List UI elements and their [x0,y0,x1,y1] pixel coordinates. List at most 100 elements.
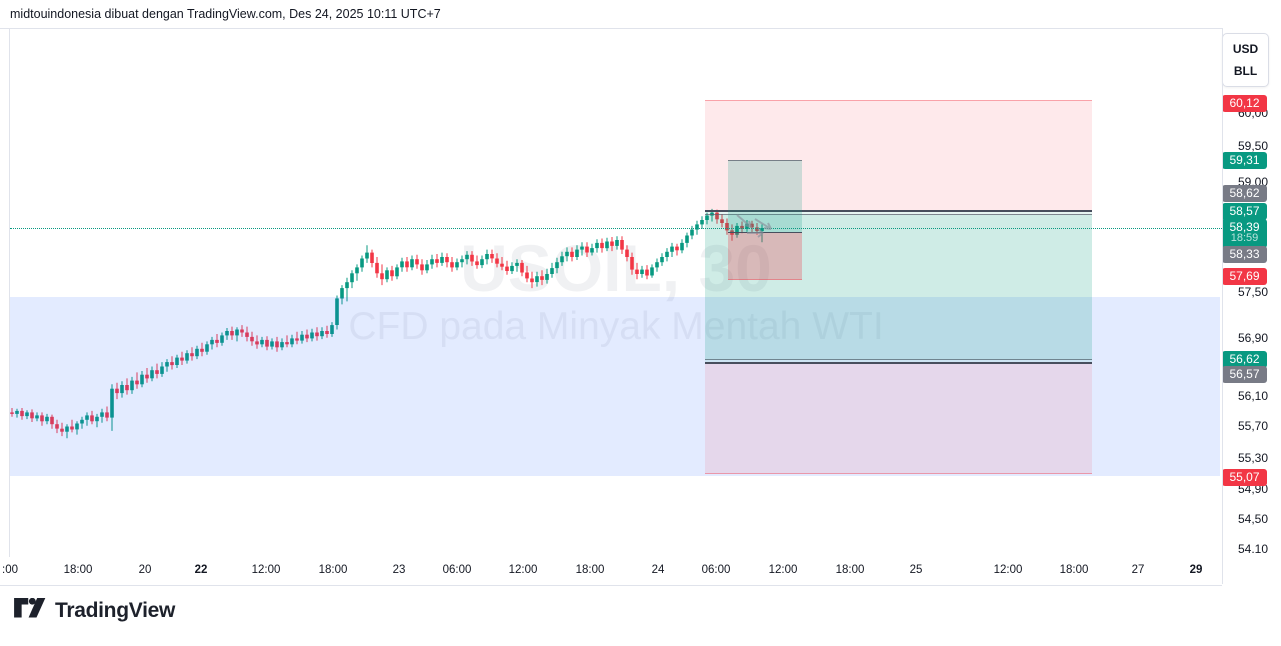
candle [240,329,244,333]
candle [520,262,524,273]
candle [330,325,334,334]
candle [570,251,574,257]
candle [245,332,249,337]
candle [495,258,499,264]
candle [410,259,414,268]
time-axis[interactable]: :00 18:00 20 22 12:00 18:00 23 06:00 12:00 18:00 2… [0,557,1222,586]
candle [390,270,394,277]
candle [365,252,369,259]
candle [735,225,739,235]
candle [595,242,599,249]
candle [290,338,294,345]
unit-label[interactable]: BLL [1233,64,1258,78]
candle [540,276,544,280]
candle [705,215,709,220]
short-position-tool-entry-line[interactable] [705,210,1092,213]
candle [405,261,409,268]
candle [155,370,159,374]
candle [310,332,314,339]
price-badge-gray: 56,57 [1222,365,1267,383]
short-position-tool-target-line[interactable] [705,358,1092,360]
candle [370,252,374,263]
tradingview-logo[interactable]: TradingView [14,598,175,624]
price-tick-label: 54,90 [1237,482,1269,496]
candle [210,339,214,345]
long-position-tool-large-profit-zone[interactable] [705,214,1092,363]
short-position-tool-stop-zone[interactable] [705,100,1092,212]
candle [215,339,219,343]
long-position-tool-small-target-line[interactable] [728,159,802,161]
candle [670,246,674,252]
rectangle-drawing[interactable] [10,296,1220,477]
price-tick-label: 54,50 [1237,512,1269,526]
candle [115,388,119,394]
candle [180,357,184,361]
long-position-tool-large-stop-zone[interactable] [705,362,1092,474]
candle [650,267,654,276]
chart-top-border [0,28,1281,29]
candle [710,212,714,216]
currency-label[interactable]: USD [1232,42,1259,56]
candle [60,428,64,432]
price-tick-label: 57,50 [1237,285,1269,299]
candle [720,219,724,223]
long-position-tool-large-entry-line[interactable] [705,361,1092,364]
time-tick-label: 27 [1131,564,1145,576]
candle [315,332,319,337]
time-tick-label: 29 [1189,564,1203,576]
price-tick-label: 54.10 [1237,542,1269,556]
candle [695,224,699,230]
long-position-tool-small-stop-zone[interactable] [728,232,802,280]
long-position-tool-small-stop-line[interactable] [728,279,802,281]
candle [575,249,579,257]
candle [470,254,474,262]
candle [515,262,519,266]
candle [190,353,194,357]
candle [565,251,569,257]
candle [605,241,609,249]
candle [610,241,614,246]
price-badge-red: 57,69 [1222,267,1267,285]
candle [740,225,744,229]
candle [235,329,239,336]
candle [80,419,84,424]
long-position-tool-small-profit-zone[interactable] [728,160,802,233]
drag-handle-ghost-arrows-icon [736,214,772,238]
candle [140,374,144,385]
candle [475,261,479,266]
candle [360,258,364,268]
candlestick-series[interactable] [0,0,1222,557]
time-tick-label: :00 [2,564,18,576]
time-tick-label: 06:00 [701,564,731,576]
price-tick-label: 55,70 [1237,419,1269,433]
candle [415,259,419,265]
candle [305,334,309,339]
candle [680,242,684,251]
long-position-tool-large-target-line[interactable] [705,214,1092,216]
candle [660,257,664,263]
time-tick-label: 18:00 [318,564,348,576]
candle [455,262,459,268]
candle [460,259,464,263]
candle [15,410,19,414]
candle [615,240,619,246]
candle [505,266,509,271]
time-tick-label: 24 [651,564,665,576]
candle [580,246,584,250]
candle [485,254,489,260]
candle [230,331,234,336]
short-position-tool-profit-zone[interactable] [705,211,1092,360]
candle [35,415,39,419]
candle [530,278,534,283]
chart-left-border [9,28,10,557]
price-axis-separator [1222,28,1223,584]
last-price-line [10,227,1222,229]
time-tick-label: 23 [392,564,406,576]
candle [65,426,69,432]
price-axis[interactable]: USD BLL 60,00 59,50 59,00 57,50 56,90 56,10 55… [1222,28,1281,557]
time-tick-label: 18:00 [1059,564,1089,576]
candle [295,338,299,341]
long-position-tool-large-stop-line[interactable] [705,473,1092,475]
long-position-tool-small-entry-line[interactable] [728,231,802,234]
short-position-tool-stop-line[interactable] [705,99,1092,101]
